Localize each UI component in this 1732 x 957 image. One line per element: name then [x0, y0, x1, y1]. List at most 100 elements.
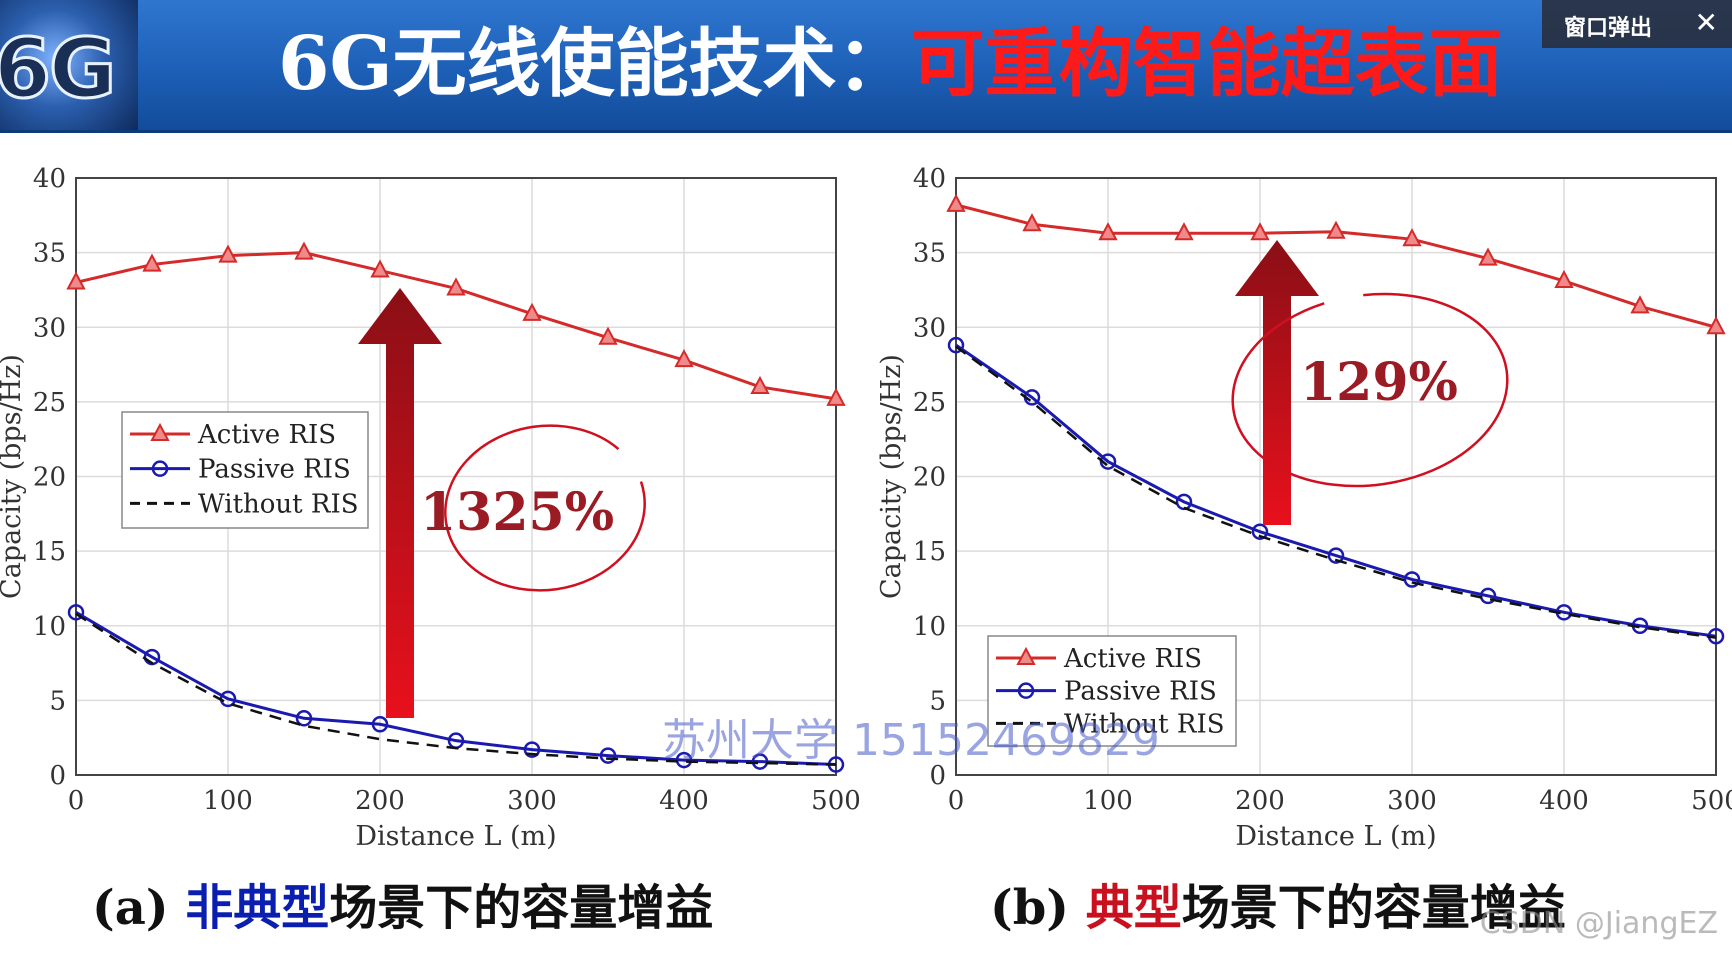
hand-drawn-circle	[1231, 292, 1509, 488]
legend-label: Active RIS	[197, 420, 336, 450]
y-tick-label: 25	[33, 388, 66, 418]
series-line-without-ris	[955, 345, 1717, 639]
active-ris-marker	[1098, 222, 1118, 241]
active-ris-marker	[946, 193, 966, 212]
legend-marker	[1016, 646, 1036, 665]
y-tick-label: 35	[913, 239, 946, 269]
passive-ris-marker	[599, 747, 617, 764]
caption-a: (a) 非典型场景下的容量增益	[92, 868, 713, 938]
y-tick-label: 15	[33, 537, 66, 567]
active-ris-marker	[826, 387, 846, 406]
y-tick-label: 20	[33, 463, 66, 493]
y-tick-label: 30	[33, 313, 66, 343]
series-line-without-ris	[75, 612, 837, 766]
y-axis-label: Capacity (bps/Hz)	[0, 354, 27, 599]
y-axis-label: Capacity (bps/Hz)	[876, 354, 907, 599]
caption-b: (b) 典型场景下的容量增益	[990, 868, 1566, 938]
plot-frame	[75, 177, 837, 776]
active-ris-marker	[446, 277, 466, 296]
active-ris-marker	[1630, 295, 1650, 314]
x-tick-label: 200	[355, 786, 405, 816]
legend-label: Passive RIS	[1064, 677, 1217, 707]
passive-ris-marker	[1479, 587, 1497, 605]
legend-marker	[1017, 682, 1035, 699]
passive-ris-marker	[1327, 547, 1345, 564]
y-tick-label: 30	[913, 313, 946, 343]
active-ris-marker	[1402, 228, 1422, 247]
caption-a-highlight: 非典型	[185, 880, 330, 936]
y-tick-label: 5	[49, 686, 66, 716]
active-ris-marker	[294, 241, 314, 260]
active-ris-marker	[750, 375, 770, 394]
popout-window-button[interactable]: 窗口弹出	[1564, 16, 1653, 41]
x-axis-label: Distance L (m)	[1235, 821, 1436, 852]
x-tick-label: 0	[948, 786, 965, 816]
credit-watermark: CSDN @JiangEZ	[1479, 906, 1718, 941]
legend-label: Active RIS	[1063, 644, 1202, 674]
gain-arrow	[358, 288, 442, 718]
gain-arrow	[1235, 240, 1319, 525]
caption-b-suffix: 场景下的容量增益	[1181, 880, 1566, 936]
y-tick-label: 0	[49, 761, 66, 791]
caption-a-prefix: (a)	[92, 880, 186, 936]
title-prefix: 6G无线使能技术：	[278, 21, 911, 107]
caption-a-suffix: 场景下的容量增益	[329, 880, 714, 936]
chart-a: 0 100 200 300 400 500 0 5 10 15 20 25 30 35 40 Distance…	[0, 164, 861, 852]
legend-marker	[151, 460, 169, 477]
x-tick-label: 100	[203, 786, 253, 816]
y-tick-label: 10	[913, 612, 946, 642]
plot-frame	[955, 177, 1717, 776]
y-tick-label: 0	[929, 761, 946, 791]
active-ris-marker	[522, 302, 542, 321]
x-tick-label: 500	[811, 786, 861, 816]
series-line-active-ris	[75, 251, 837, 401]
y-tick-label: 5	[929, 686, 946, 716]
logo-text: 6G	[0, 21, 118, 119]
active-ris-marker	[218, 244, 238, 263]
passive-ris-marker	[1251, 523, 1269, 540]
active-ris-marker	[370, 259, 390, 278]
title-highlight: 可重构智能超表面	[910, 21, 1503, 107]
active-ris-marker	[1478, 247, 1498, 266]
passive-ris-marker	[1403, 571, 1421, 588]
y-tick-label: 35	[33, 239, 66, 269]
passive-ris-marker	[751, 753, 769, 770]
passive-ris-marker	[371, 716, 389, 733]
legend-label: Without RIS	[198, 489, 359, 519]
active-ris-marker	[1174, 222, 1194, 241]
y-tick-label: 40	[33, 164, 66, 194]
y-tick-label: 40	[913, 164, 946, 194]
x-tick-label: 400	[1539, 786, 1589, 816]
y-tick-label: 10	[33, 612, 66, 642]
active-ris-marker	[1250, 222, 1270, 241]
x-tick-label: 200	[1235, 786, 1285, 816]
active-ris-marker	[66, 271, 86, 290]
caption-b-highlight: 典型	[1085, 880, 1182, 936]
6g-logo: 6G	[0, 0, 138, 130]
y-tick-label: 15	[913, 537, 946, 567]
title-banner: 6G 6G无线使能技术：可重构智能超表面	[0, 0, 1732, 133]
chart-b: 0 100 200 300 400 500 0 5 10 15 20 25 30 35 40 Distance…	[876, 164, 1732, 852]
passive-ris-marker	[523, 741, 541, 758]
gain-percentage-label: 129%	[1300, 352, 1458, 413]
slide-title: 6G无线使能技术：可重构智能超表面	[278, 14, 1503, 114]
x-tick-label: 100	[1083, 786, 1133, 816]
gain-percentage-label: 1325%	[420, 482, 614, 543]
passive-ris-marker	[295, 710, 313, 727]
legend-marker	[150, 422, 170, 441]
active-ris-marker	[674, 348, 694, 368]
passive-ris-marker	[67, 604, 85, 621]
passive-ris-marker	[947, 336, 965, 354]
watermark: 苏州大学 15152469829	[662, 715, 1160, 766]
x-tick-label: 0	[68, 786, 85, 816]
active-ris-marker	[1554, 269, 1574, 288]
hand-drawn-circle	[444, 424, 646, 592]
legend-label: Without RIS	[1064, 709, 1225, 739]
y-tick-label: 25	[913, 388, 946, 418]
active-ris-marker	[1326, 220, 1346, 239]
series-line-passive-ris	[75, 611, 837, 767]
close-icon[interactable]: ✕	[1694, 6, 1718, 39]
popout-bar: 窗口弹出 ✕	[1542, 0, 1732, 48]
active-ris-marker	[1022, 213, 1042, 232]
